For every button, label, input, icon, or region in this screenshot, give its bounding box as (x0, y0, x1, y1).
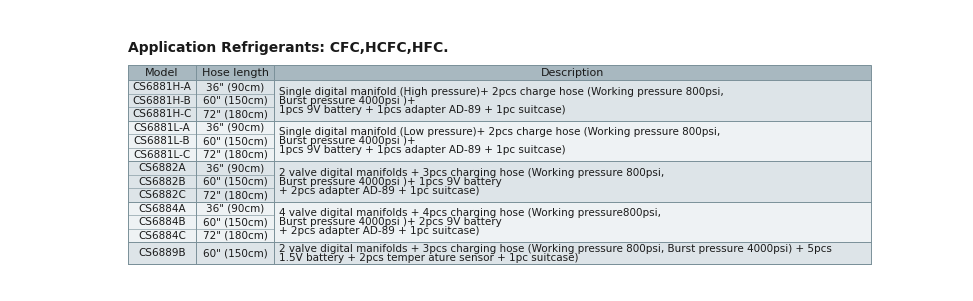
Bar (127, 65, 871, 264)
Text: CS6881L-A: CS6881L-A (133, 123, 191, 133)
Text: Single digital manifold (High pressure)+ 2pcs charge hose (Working pressure 800p: Single digital manifold (High pressure)+… (279, 87, 724, 97)
Text: 4 valve digital manifolds + 4pcs charging hose (Working pressure800psi,: 4 valve digital manifolds + 4pcs chargin… (279, 208, 661, 218)
Text: Single digital manifold (Low pressure)+ 2pcs charge hose (Working pressure 800ps: Single digital manifold (Low pressure)+ … (279, 127, 720, 137)
Text: 36" (90cm): 36" (90cm) (206, 123, 265, 133)
Text: Hose length: Hose length (201, 68, 269, 78)
Text: Burst pressure 4000psi )+ 1pcs 9V battery: Burst pressure 4000psi )+ 1pcs 9V batter… (279, 177, 502, 187)
Bar (127, 80, 871, 121)
Text: Application Refrigerants: CFC,HCFC,HFC.: Application Refrigerants: CFC,HCFC,HFC. (127, 41, 449, 55)
Text: + 2pcs adapter AD-89 + 1pc suitcase): + 2pcs adapter AD-89 + 1pc suitcase) (279, 185, 480, 196)
Text: Burst pressure 4000psi )+ 2pcs 9V battery: Burst pressure 4000psi )+ 2pcs 9V batter… (279, 217, 502, 227)
Bar (127, 242, 871, 264)
Text: CS6881L-C: CS6881L-C (133, 150, 191, 160)
Bar (127, 65, 871, 80)
Text: Burst pressure 4000psi )+: Burst pressure 4000psi )+ (279, 96, 415, 106)
Text: 1pcs 9V battery + 1pcs adapter AD-89 + 1pc suitcase): 1pcs 9V battery + 1pcs adapter AD-89 + 1… (279, 104, 565, 114)
Bar (127, 121, 871, 161)
Text: 72" (180cm): 72" (180cm) (202, 150, 268, 160)
Text: 60" (150cm): 60" (150cm) (202, 217, 268, 227)
Text: CS6884A: CS6884A (138, 204, 186, 214)
Text: + 2pcs adapter AD-89 + 1pc suitcase): + 2pcs adapter AD-89 + 1pc suitcase) (279, 226, 480, 236)
Text: CS6889B: CS6889B (138, 248, 186, 258)
Bar (127, 161, 871, 202)
Text: 1.5V battery + 2pcs temper ature sensor + 1pc suitcase): 1.5V battery + 2pcs temper ature sensor … (279, 253, 578, 263)
Text: 72" (180cm): 72" (180cm) (202, 231, 268, 241)
Text: CS6884B: CS6884B (138, 217, 186, 227)
Text: 2 valve digital manifolds + 3pcs charging hose (Working pressure 800psi, Burst p: 2 valve digital manifolds + 3pcs chargin… (279, 244, 832, 254)
Text: 36" (90cm): 36" (90cm) (206, 163, 265, 173)
Text: CS6882B: CS6882B (138, 177, 186, 187)
Text: 60" (150cm): 60" (150cm) (202, 248, 268, 258)
Text: Burst pressure 4000psi )+: Burst pressure 4000psi )+ (279, 136, 415, 146)
Text: 72" (180cm): 72" (180cm) (202, 190, 268, 200)
Text: CS6884C: CS6884C (138, 231, 186, 241)
Text: 36" (90cm): 36" (90cm) (206, 204, 265, 214)
Text: 1pcs 9V battery + 1pcs adapter AD-89 + 1pc suitcase): 1pcs 9V battery + 1pcs adapter AD-89 + 1… (279, 145, 565, 155)
Text: 72" (180cm): 72" (180cm) (202, 109, 268, 119)
Text: CS6881H-C: CS6881H-C (132, 109, 192, 119)
Text: 60" (150cm): 60" (150cm) (202, 96, 268, 106)
Text: CS6881H-B: CS6881H-B (132, 96, 192, 106)
Text: CS6882C: CS6882C (138, 190, 186, 200)
Text: 2 valve digital manifolds + 3pcs charging hose (Working pressure 800psi,: 2 valve digital manifolds + 3pcs chargin… (279, 168, 665, 178)
Text: 60" (150cm): 60" (150cm) (202, 177, 268, 187)
Text: CS6881H-A: CS6881H-A (132, 82, 192, 92)
Text: Model: Model (145, 68, 179, 78)
Text: CS6882A: CS6882A (138, 163, 186, 173)
Bar (127, 202, 871, 242)
Text: 36" (90cm): 36" (90cm) (206, 82, 265, 92)
Text: 60" (150cm): 60" (150cm) (202, 136, 268, 146)
Text: Description: Description (541, 68, 604, 78)
Text: CS6881L-B: CS6881L-B (133, 136, 191, 146)
